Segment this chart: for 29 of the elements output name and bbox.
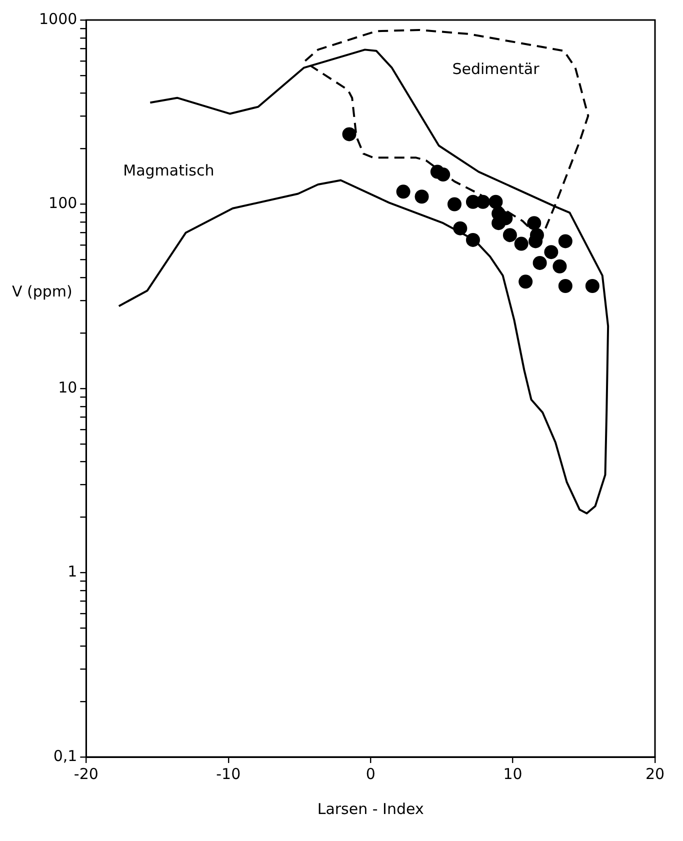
annotation: Magmatisch — [123, 162, 214, 180]
x-tick-label: 20 — [645, 764, 665, 783]
point — [342, 127, 356, 142]
point — [532, 256, 547, 270]
x-tick-label: -10 — [216, 764, 241, 783]
x-tick-label: -20 — [74, 764, 98, 783]
y-tick-label: 0,1 — [53, 746, 78, 765]
point — [518, 274, 533, 289]
point — [585, 279, 600, 293]
x-tick-label: 10 — [503, 764, 522, 783]
x-axis-title: Larsen - Index — [317, 800, 424, 818]
y-tick-label: 1000 — [38, 10, 78, 28]
point — [447, 197, 462, 212]
y-tick-label: 1 — [68, 562, 78, 581]
point — [552, 259, 567, 274]
point — [396, 184, 410, 199]
point — [527, 216, 542, 230]
y-tick-label: 10 — [58, 378, 78, 396]
annotation: Sedimentär — [452, 60, 540, 78]
point — [502, 228, 517, 242]
y-axis-title: V (ppm) — [12, 282, 72, 301]
point — [558, 234, 572, 248]
point — [544, 245, 558, 260]
y-tick-label: 100 — [48, 194, 78, 212]
x-tick-label: 0 — [366, 764, 376, 783]
point — [414, 190, 429, 204]
point — [492, 216, 506, 230]
point — [558, 279, 572, 293]
point — [514, 236, 528, 251]
